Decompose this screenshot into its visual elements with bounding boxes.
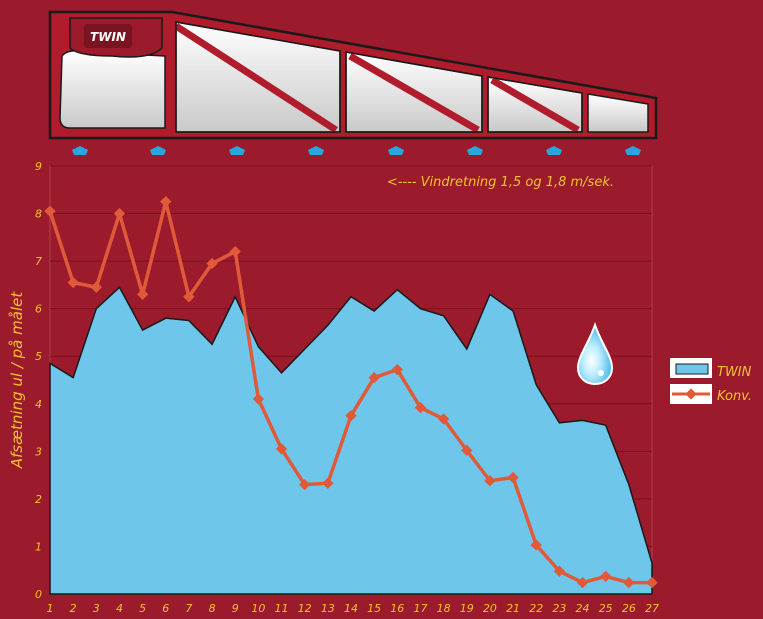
water-drop-icon (576, 321, 614, 386)
konv-point (183, 291, 195, 303)
konv-point (160, 196, 172, 208)
x-axis-ticks: 1 2 3 4 5 6 7 8 9 10 11 12 13 14 15 16 17 18 19 20 21 22 23 24 2… (47, 602, 660, 615)
konv-point (206, 257, 218, 270)
nozzle-icon (308, 146, 324, 155)
x-tick-label: 22 (529, 602, 543, 615)
nozzle-icon (467, 146, 483, 155)
x-tick-label: 6 (162, 602, 169, 615)
konv-point (623, 576, 635, 589)
konv-point (67, 276, 79, 289)
konv-point (600, 570, 612, 583)
x-tick-label: 2 (70, 602, 77, 615)
x-tick-label: 27 (645, 602, 659, 615)
y-tick-label: 9 (35, 160, 42, 173)
konv-point (322, 477, 334, 489)
y-tick-label: 5 (35, 350, 42, 363)
nozzle-icon (150, 146, 166, 155)
konv-point (44, 205, 56, 217)
x-tick-label: 16 (390, 602, 404, 615)
konv-point (275, 443, 288, 455)
twin-area (49, 286, 653, 595)
nozzle-icon (625, 146, 641, 155)
x-tick-label: 23 (552, 602, 566, 615)
konv-point (229, 245, 241, 258)
legend-item-twin: TWIN (670, 358, 752, 380)
konv-point (136, 288, 149, 301)
konv-point (646, 576, 658, 589)
x-tick-label: 1 (47, 602, 54, 615)
konv-point (437, 413, 450, 425)
x-tick-label: 17 (413, 602, 427, 615)
legend-label-konv: Konv. (717, 389, 752, 404)
x-tick-label: 5 (139, 602, 146, 615)
konv-point (484, 475, 496, 487)
x-tick-label: 7 (185, 602, 192, 615)
konv-point (90, 281, 102, 293)
x-tick-label: 13 (321, 602, 335, 615)
legend: TWIN Konv. (670, 358, 752, 404)
x-tick-label: 4 (116, 602, 123, 615)
y-axis-ticks: 0 1 2 3 4 5 6 7 8 9 (35, 160, 42, 601)
konv-point (299, 478, 311, 491)
legend-item-konv: Konv. (670, 384, 752, 404)
x-tick-label: 24 (576, 602, 590, 615)
nozzle-icon (229, 146, 245, 155)
x-tick-label: 25 (599, 602, 613, 615)
konv-point (113, 207, 126, 220)
x-tick-label: 10 (251, 602, 265, 615)
konv-point (414, 401, 427, 414)
legend-label-twin: TWIN (717, 365, 752, 380)
konv-point (461, 444, 473, 457)
y-tick-label: 8 (35, 208, 42, 221)
wind-direction-annotation: <---- Vindretning 1,5 og 1,8 m/sek. (387, 175, 614, 190)
truss-diagonals (174, 23, 580, 134)
x-tick-label: 12 (298, 602, 312, 615)
tank (59, 49, 166, 129)
konv-point (553, 565, 566, 577)
x-tick-label: 18 (437, 602, 451, 615)
twin-logo: TWIN (69, 17, 163, 58)
x-tick-label: 20 (483, 602, 497, 615)
konv-point (391, 363, 403, 376)
y-tick-label: 3 (35, 445, 42, 458)
nozzle-icon (72, 146, 88, 155)
x-tick-label: 3 (93, 602, 100, 615)
x-tick-label: 15 (367, 602, 381, 615)
x-tick-label: 19 (460, 602, 474, 615)
y-tick-label: 1 (35, 540, 42, 553)
konv-point (345, 410, 357, 422)
x-tick-label: 14 (344, 602, 358, 615)
x-tick-label: 26 (622, 602, 636, 615)
konv-point (576, 576, 589, 589)
x-tick-label: 9 (232, 602, 239, 615)
y-tick-label: 4 (35, 398, 42, 411)
x-tick-label: 21 (506, 602, 520, 615)
y-tick-label: 2 (35, 493, 42, 506)
nozzles (72, 146, 641, 155)
x-tick-label: 11 (275, 602, 289, 615)
sprayer-boom-illustration: TWIN (48, 10, 658, 155)
konv-point (252, 393, 265, 405)
konv-line-series (44, 196, 658, 589)
konv-point (530, 539, 542, 551)
nozzle-icon (546, 146, 562, 155)
y-tick-label: 7 (35, 255, 42, 268)
y-tick-label: 0 (35, 588, 42, 601)
boom-truss (175, 21, 649, 133)
nozzle-icon (388, 146, 404, 155)
twin-area-series (49, 286, 653, 595)
konv-point (507, 471, 519, 484)
logo-text: TWIN (90, 30, 126, 44)
konv-point (368, 371, 380, 384)
x-tick-label: 8 (209, 602, 216, 615)
y-tick-label: 6 (35, 303, 42, 316)
y-axis-title: Afsætning ul / på målet (8, 291, 26, 470)
